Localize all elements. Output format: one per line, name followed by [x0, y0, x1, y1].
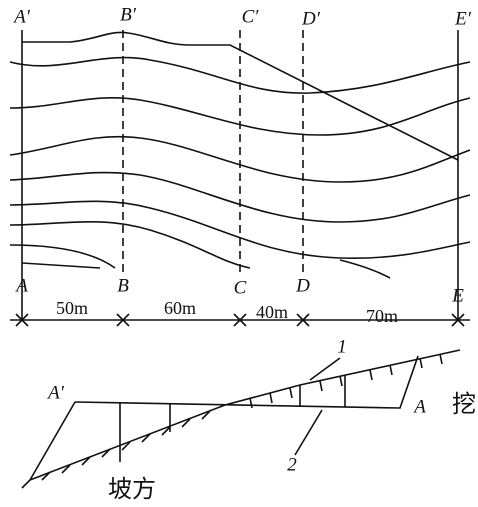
label: E [451, 285, 464, 306]
dimensions: 50m 60m 40m 70m [56, 298, 398, 326]
top-labels: A′ B′ C′ D′ E′ [12, 4, 472, 29]
profile-labels: A′ A 1 2 坡方 挖 [46, 336, 476, 503]
label: A [412, 396, 426, 417]
dimension: 50m [56, 298, 88, 318]
bottom-labels: A B C D E [14, 275, 464, 306]
profile-lines [21, 349, 461, 489]
callout: 2 [287, 454, 297, 475]
handwriting: 坡方 [108, 475, 156, 503]
label: D [295, 275, 310, 296]
label: A [14, 275, 28, 296]
label: E′ [454, 8, 472, 29]
label: D′ [301, 8, 321, 29]
label: B [117, 275, 129, 296]
label: C′ [242, 6, 260, 27]
label: A′ [12, 6, 31, 27]
dimension: 70m [366, 306, 398, 326]
dim-ticks [15, 313, 465, 327]
handwriting: 挖 [452, 390, 476, 418]
callout: 1 [337, 336, 347, 357]
dimension: 40m [256, 302, 288, 322]
plan-lines [9, 30, 471, 327]
label: C [234, 277, 247, 298]
label: B′ [120, 4, 137, 25]
label: A′ [46, 382, 65, 403]
dimension: 60m [164, 298, 196, 318]
